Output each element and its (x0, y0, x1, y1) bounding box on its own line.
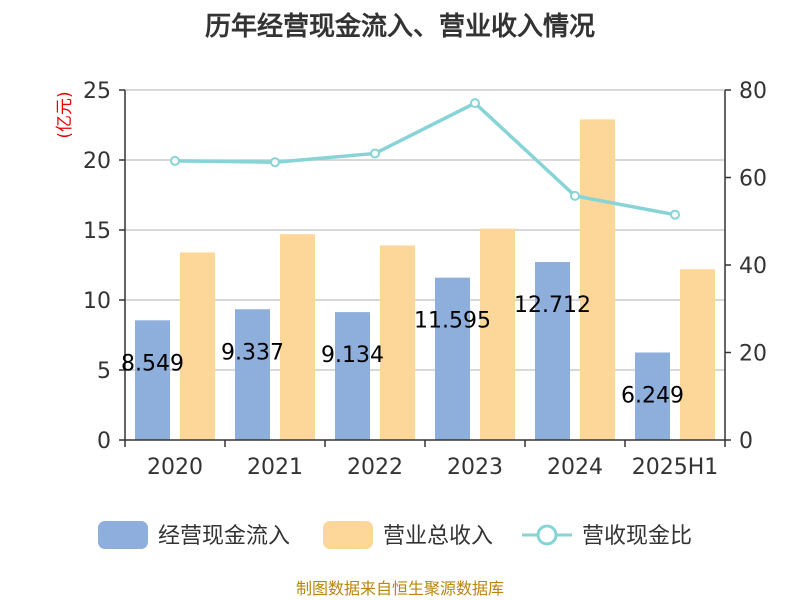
revenue-bar (580, 119, 615, 441)
right-tick-label: 80 (739, 79, 767, 104)
bars (135, 119, 715, 441)
legend-swatch (323, 521, 373, 549)
legend-label: 营收现金比 (582, 524, 692, 549)
left-tick-label: 20 (83, 149, 111, 174)
x-tick-label: 2023 (447, 455, 503, 480)
revenue-bar (680, 269, 715, 440)
cash-inflow-label: 12.712 (514, 293, 591, 318)
right-tick-label: 20 (739, 342, 767, 367)
cash-inflow-bar (535, 262, 570, 440)
source-note: 制图数据来自恒生聚源数据库 (296, 579, 504, 598)
x-tick-label: 2020 (147, 455, 203, 480)
left-tick-label: 25 (83, 79, 111, 104)
chart-title: 历年经营现金流入、营业收入情况 (205, 11, 595, 42)
cash-inflow-bar (435, 277, 470, 440)
ratio-point (370, 148, 380, 159)
cash-inflow-label: 8.549 (121, 351, 184, 376)
left-tick-label: 5 (97, 359, 111, 384)
cash-inflow-label: 9.134 (321, 343, 384, 368)
right-tick-label: 60 (739, 167, 767, 192)
ratio-point (570, 190, 580, 201)
left-tick-label: 10 (83, 289, 111, 314)
data-labels: 8.549 9.337 9.134 11.595 12.712 6.249 (121, 293, 684, 408)
left-tick-label: 0 (97, 429, 111, 454)
x-tick-label: 2021 (247, 455, 303, 480)
ratio-point (270, 157, 280, 168)
left-axis-unit: (亿元) (55, 91, 75, 138)
legend-label: 营业总收入 (383, 524, 493, 549)
legend-swatch-marker (536, 524, 558, 546)
axes: 0 5 10 15 20 25 0 20 40 60 80 2020 2021 2022 2023 2024 2… (83, 79, 767, 480)
ratio-line-path (174, 101, 676, 217)
cash-inflow-bar (235, 309, 270, 440)
left-tick-label: 15 (83, 219, 111, 244)
legend: 经营现金流入 营业总收入 营收现金比 (98, 521, 692, 549)
right-tick-label: 0 (739, 429, 753, 454)
ratio-point (170, 155, 180, 166)
cash-inflow-bar (635, 352, 670, 440)
ratio-point (670, 209, 680, 220)
cash-inflow-bar (135, 320, 170, 440)
cash-inflow-label: 9.337 (221, 340, 284, 365)
x-tick-label: 2022 (347, 455, 403, 480)
legend-swatch (98, 521, 148, 549)
revenue-bar (180, 252, 215, 440)
revenue-bar (480, 228, 515, 440)
x-tick-label: 2024 (547, 455, 603, 480)
ratio-line (170, 98, 680, 220)
revenue-bar (280, 234, 315, 440)
x-tick-label: 2025H1 (632, 455, 719, 480)
cash-inflow-label: 11.595 (414, 309, 491, 334)
ratio-point (470, 98, 480, 109)
legend-label: 经营现金流入 (158, 524, 290, 549)
cash-inflow-label: 6.249 (621, 384, 684, 409)
cash-inflow-bar (335, 312, 370, 440)
revenue-bar (380, 245, 415, 440)
right-tick-label: 40 (739, 254, 767, 279)
